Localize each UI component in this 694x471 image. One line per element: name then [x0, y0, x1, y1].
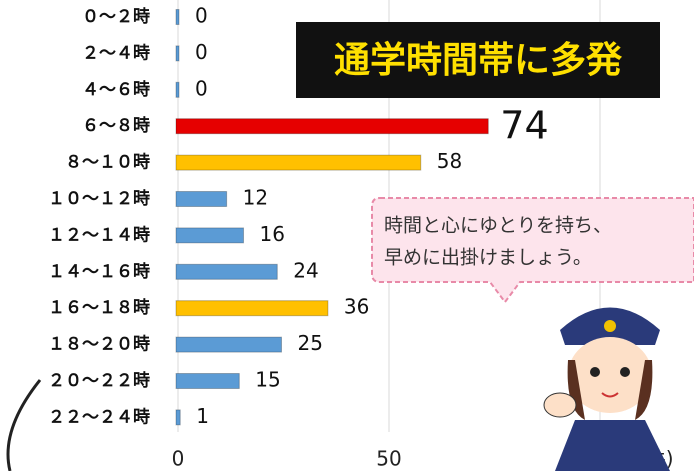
y-tick-label: ２０～２２時	[48, 370, 150, 391]
bar	[176, 10, 179, 25]
chart: 050100(件)０～２時0２～４時0４～６時0６～８時74８～１０時58１０～…	[0, 0, 694, 471]
bar	[176, 337, 282, 352]
bar	[176, 192, 227, 207]
bar	[176, 264, 277, 279]
police-figure	[544, 308, 670, 471]
value-label: 12	[243, 186, 268, 210]
y-tick-label: ６～８時	[82, 115, 150, 136]
bar	[176, 155, 421, 170]
bar	[176, 119, 488, 134]
value-label: 58	[437, 149, 462, 173]
value-label: 24	[293, 258, 318, 282]
bar	[176, 374, 239, 389]
y-tick-label: ２～４時	[82, 42, 150, 63]
value-label: 25	[298, 331, 323, 355]
y-tick-label: ８～１０時	[65, 152, 150, 173]
y-tick-label: ０～２時	[82, 6, 150, 27]
y-tick-label: ４～６時	[82, 79, 150, 100]
annotation-line: 時間と心にゆとりを持ち、	[384, 215, 612, 237]
bar	[176, 82, 179, 97]
value-label: 0	[195, 76, 208, 100]
y-tick-label: ２２～２４時	[48, 406, 150, 427]
x-tick-label: 50	[376, 447, 401, 471]
value-label: 0	[195, 4, 208, 28]
bar	[176, 301, 328, 316]
y-tick-label: １６～１８時	[48, 297, 150, 318]
value-label: 1	[196, 404, 209, 428]
y-tick-label: １２～１４時	[48, 224, 150, 245]
value-label: 16	[260, 222, 285, 246]
value-label: 74	[500, 104, 548, 148]
decor-arc	[8, 380, 40, 471]
y-tick-label: １４～１６時	[48, 261, 150, 282]
y-tick-label: １８～２０時	[48, 334, 150, 355]
annotation-line: 早めに出掛けましょう。	[384, 247, 592, 269]
bar	[176, 410, 180, 425]
chart-title: 通学時間帯に多発	[334, 39, 623, 81]
bar	[176, 46, 179, 61]
y-tick-label: １０～１２時	[48, 188, 150, 209]
bar	[176, 228, 244, 243]
page: {"chart_data": {"type": "bar", "orientat…	[0, 0, 694, 471]
x-tick-label: 0	[172, 447, 185, 471]
value-label: 0	[195, 40, 208, 64]
value-label: 15	[255, 368, 280, 392]
value-label: 36	[344, 295, 369, 319]
